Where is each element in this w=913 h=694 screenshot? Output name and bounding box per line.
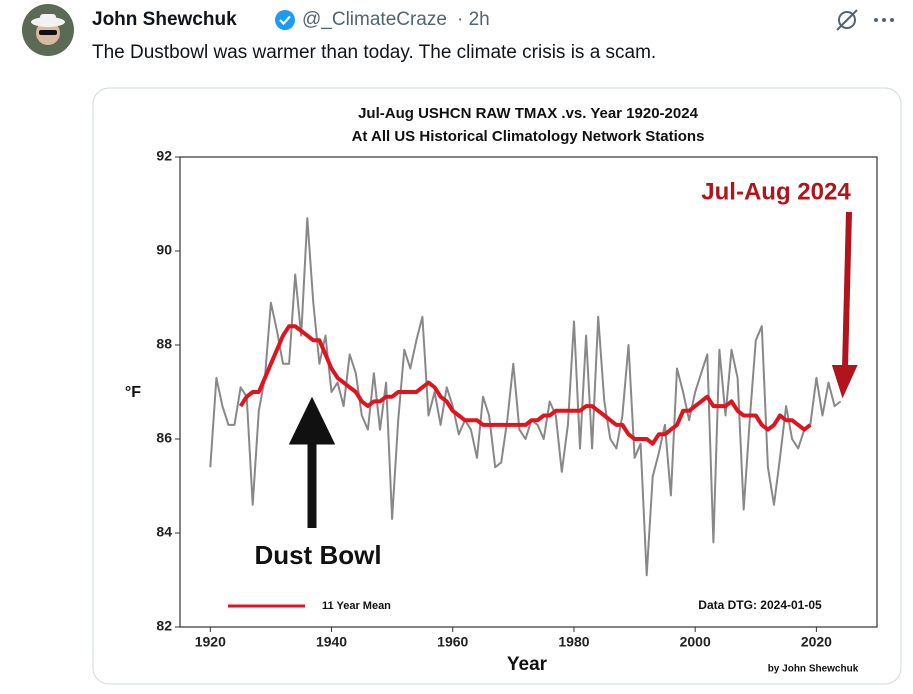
series-line <box>209 217 842 577</box>
annotation: Data DTG: 2024-01-05 <box>698 598 822 612</box>
chart-subtitle: At All US Historical Climatology Network… <box>352 128 705 145</box>
y-axis-label: °F <box>125 384 141 401</box>
y-tick-label: 92 <box>156 148 172 164</box>
timestamp[interactable]: · 2h <box>457 9 490 30</box>
handle[interactable]: @_ClimateCraze <box>302 9 447 30</box>
tweet-text: The Dustbowl was warmer than today. The … <box>92 42 656 63</box>
annotation: Dust Bowl <box>254 540 381 570</box>
chart-title: Jul-Aug USHCN RAW TMAX .vs. Year 1920-20… <box>358 105 698 122</box>
series-line <box>238 324 812 446</box>
x-tick-label: 2000 <box>680 634 711 650</box>
annotation: Jul-Aug 2024 <box>701 178 851 205</box>
x-tick-label: 1960 <box>437 634 468 650</box>
y-tick-label: 82 <box>156 618 172 634</box>
x-axis-label: Year <box>507 654 548 675</box>
avatar[interactable] <box>22 4 74 56</box>
x-tick-label: 1940 <box>316 634 347 650</box>
verified-badge <box>275 10 295 30</box>
x-tick-label: 2020 <box>801 634 832 650</box>
legend-label: 11 Year Mean <box>322 600 391 612</box>
plot-frame <box>179 156 878 628</box>
x-tick-label: 1980 <box>558 634 589 650</box>
x-tick-label: 1920 <box>195 634 226 650</box>
y-tick-label: 84 <box>156 524 172 540</box>
y-tick-label: 90 <box>156 242 172 258</box>
author-name[interactable]: John Shewchuk <box>92 9 237 30</box>
media-card[interactable] <box>92 87 902 685</box>
arrow <box>831 211 858 399</box>
annotation: by John Shewchuk <box>768 664 859 675</box>
arrow <box>288 396 336 528</box>
y-tick-label: 86 <box>156 430 172 446</box>
chart: Jul-Aug USHCN RAW TMAX .vs. Year 1920-20… <box>125 105 878 675</box>
y-tick-label: 88 <box>156 336 172 352</box>
grok-icon[interactable] <box>836 9 858 31</box>
more-menu[interactable] <box>874 18 894 22</box>
